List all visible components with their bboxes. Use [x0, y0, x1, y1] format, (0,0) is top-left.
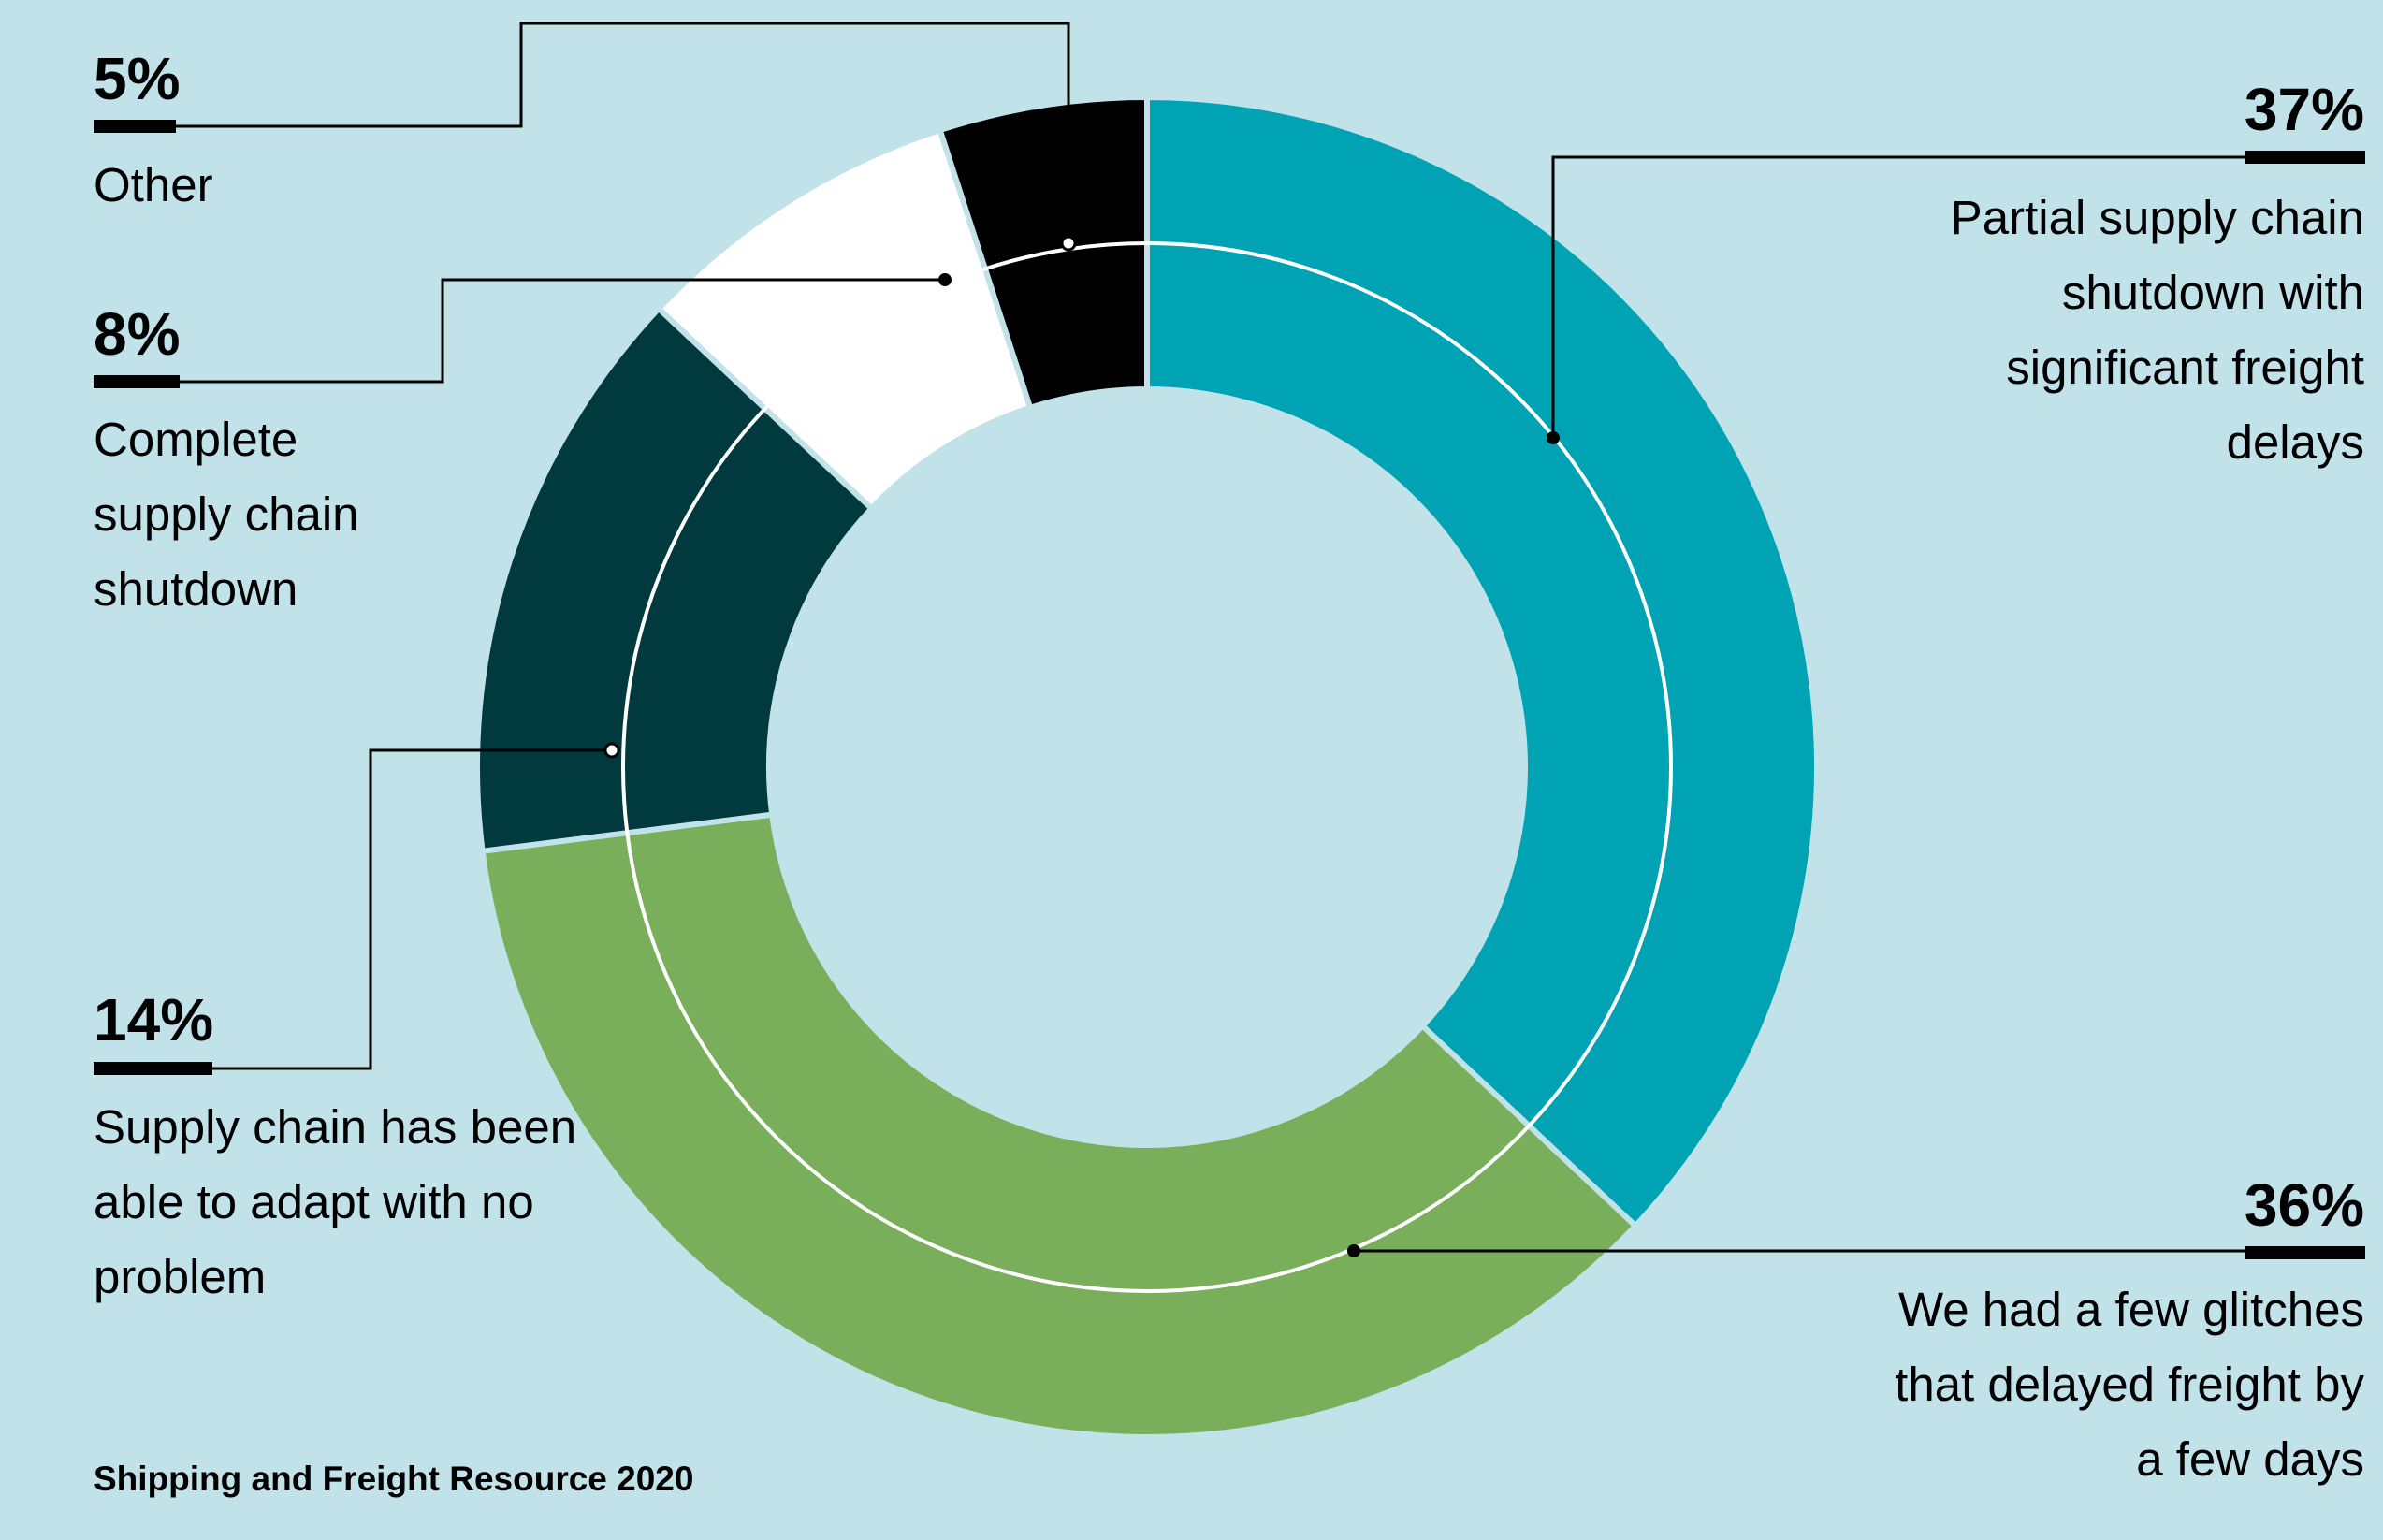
leader-line-partial	[1551, 155, 2245, 438]
label-complete: Complete supply chain shutdown	[94, 402, 359, 627]
leader-dot-other	[1060, 235, 1077, 252]
label-glitches: We had a few glitches that delayed freig…	[1895, 1272, 2364, 1497]
label-partial-line: significant freight	[2006, 341, 2364, 394]
leader-line-adapt	[211, 748, 612, 1070]
leader-lines	[173, 22, 2245, 1257]
leader-dot-glitches	[1347, 1244, 1360, 1257]
leader-dot-adapt	[603, 742, 620, 759]
leader-line-complete	[178, 278, 945, 384]
leader-line-other	[173, 22, 1070, 243]
pct-adapt: 14%	[94, 986, 214, 1053]
label-adapt: Supply chain has been able to adapt with…	[94, 1090, 576, 1315]
label-adapt-line: problem	[94, 1250, 267, 1303]
leader-dot-partial	[1547, 431, 1560, 444]
label-adapt-line: able to adapt with no	[94, 1175, 534, 1228]
slice-1	[479, 811, 1640, 1440]
label-complete-line: Complete	[94, 413, 298, 466]
label-partial-line: delays	[2226, 415, 2364, 469]
inner-ring	[621, 241, 1673, 1293]
label-glitches-line: a few days	[2136, 1432, 2364, 1486]
label-complete-line: shutdown	[94, 562, 298, 616]
donut-slices	[474, 94, 1820, 1440]
pct-underline-partial	[2245, 151, 2365, 164]
slice-0	[1144, 94, 1820, 1230]
leader-dot-complete	[938, 273, 952, 286]
pct-complete: 8%	[94, 300, 181, 368]
label-partial-line: shutdown with	[2061, 266, 2364, 319]
pct-glitches: 36%	[2244, 1171, 2364, 1239]
pct-underline-complete	[94, 375, 180, 388]
label-partial: Partial supply chain shutdown with signi…	[1951, 181, 2364, 480]
label-adapt-line: Supply chain has been	[94, 1100, 577, 1154]
source-credit: Shipping and Freight Resource 2020	[94, 1460, 694, 1498]
label-other: Other	[94, 158, 213, 211]
slice-2	[474, 304, 876, 855]
label-complete-line: supply chain	[94, 487, 359, 541]
pct-partial: 37%	[2244, 76, 2364, 143]
pct-other: 5%	[94, 45, 181, 112]
pct-underline-adapt	[94, 1062, 212, 1075]
pct-underline-glitches	[2245, 1246, 2365, 1259]
pct-underline-other	[94, 120, 176, 133]
label-partial-line: Partial supply chain	[1950, 191, 2364, 244]
label-glitches-line: that delayed freight by	[1895, 1358, 2364, 1411]
label-glitches-line: We had a few glitches	[1898, 1283, 2364, 1336]
